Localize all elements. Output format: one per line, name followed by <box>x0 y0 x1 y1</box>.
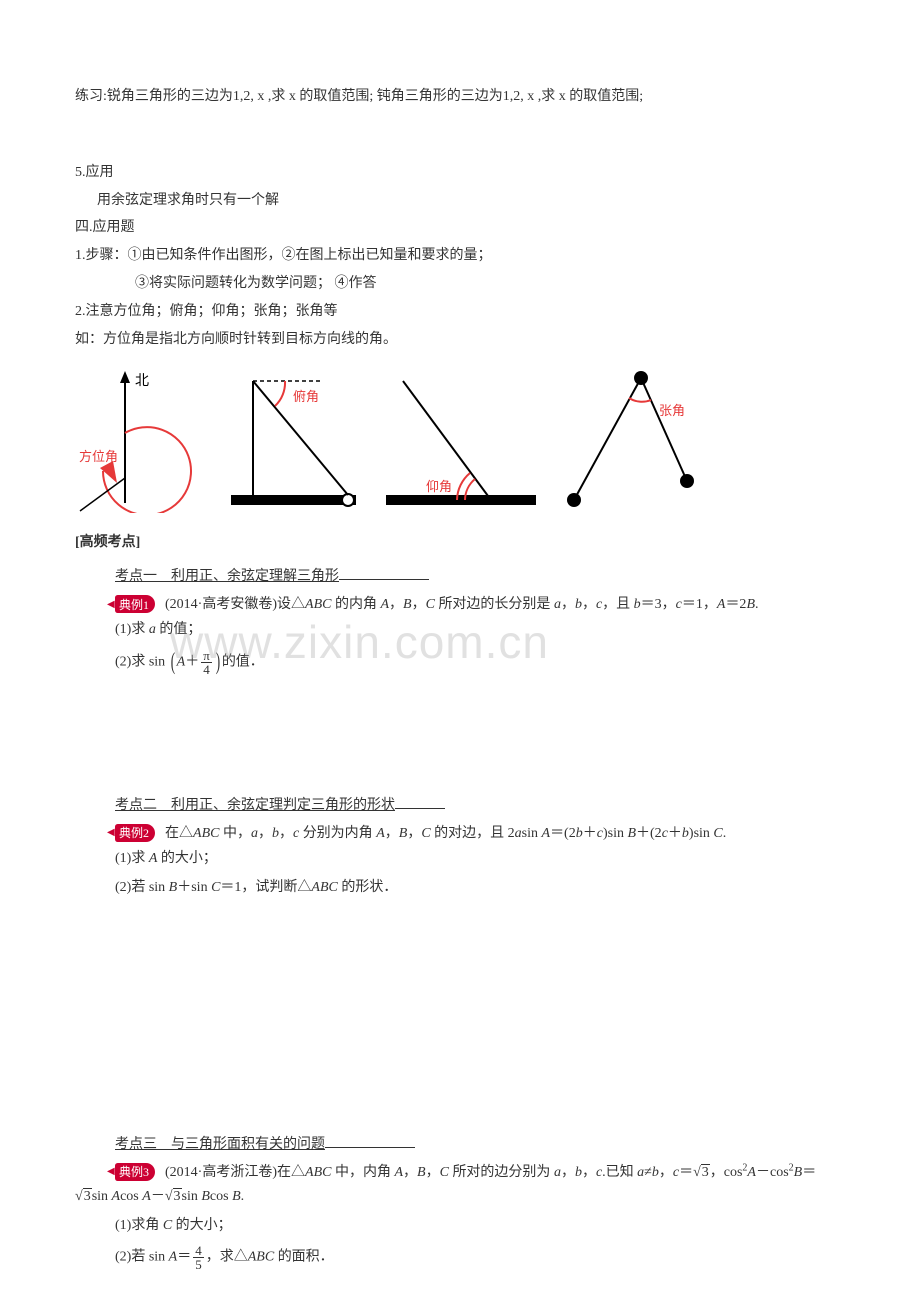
topic3-q2: (2)若 sin A＝45，求△ABC 的面积． <box>115 1244 845 1271</box>
topic2-title: 考点二 利用正、余弦定理判定三角形的形状 <box>115 794 845 814</box>
topic3-body: (2014·高考浙江卷)在△ABC 中，内角 A，B，C 所对的边分别为 a，b… <box>165 1161 845 1181</box>
fangwei-label: 方位角 <box>79 449 118 464</box>
topic1-title-text: 考点一 利用正、余弦定理解三角形 <box>115 569 339 584</box>
diagram-fujiao: 俯角 <box>213 363 363 513</box>
topic1-q1: (1)求 a 的值； <box>115 617 845 642</box>
fujiao-label: 俯角 <box>293 389 319 404</box>
section4-steps2: ③将实际问题转化为数学问题； ④作答 <box>135 272 845 296</box>
topic3-q1: (1)求角 C 的大小； <box>115 1213 845 1238</box>
topic3-example: 典例3 (2014·高考浙江卷)在△ABC 中，内角 A，B，C 所对的边分别为… <box>115 1161 845 1181</box>
example-badge-2: 典例2 <box>115 824 155 842</box>
topic2-title-text: 考点二 利用正、余弦定理判定三角形的形状 <box>115 798 395 813</box>
section5-num: 5.应用 <box>75 161 845 185</box>
section4-line2: 2.注意方位角；俯角；仰角；张角；张角等 <box>75 300 845 324</box>
practice-line: 练习:锐角三角形的三边为1,2, x ,求 x 的取值范围; 钝角三角形的三边为… <box>75 85 845 109</box>
high-freq-title: [高频考点] <box>75 531 845 551</box>
topic1-example: 典例1 (2014·高考安徽卷)设△ABC 的内角 A，B，C 所对边的长分别是… <box>115 593 845 613</box>
topic2-example: 典例2 在△ABC 中，a，b，c 分别为内角 A，B，C 的对边，且 2asi… <box>115 822 845 842</box>
section5-line1: 用余弦定理求角时只有一个解 <box>97 189 845 213</box>
diagram-fangweijiao: 北 方位角 <box>75 363 195 513</box>
topic1-q2: (2)求 sin (A＋π4)的值． <box>115 649 845 676</box>
topic3-line2: 3sin Acos A－3sin Bcos B. <box>75 1185 845 1209</box>
topic2-q2: (2)若 sin B＋sin C＝1，试判断△ABC 的形状． <box>115 875 845 900</box>
section4-steps: 1.步骤：①由已知条件作出图形，②在图上标出已知量和要求的量； <box>75 244 845 268</box>
zhangjiao-label: 张角 <box>659 403 685 418</box>
topic3-title: 考点三 与三角形面积有关的问题 <box>115 1133 845 1153</box>
diagram-row: 北 方位角 俯角 仰角 张角 <box>75 363 845 513</box>
example-badge-3: 典例3 <box>115 1163 155 1181</box>
section4-line3: 如：方位角是指北方向顺时针转到目标方向线的角。 <box>75 328 845 352</box>
yangjiao-label: 仰角 <box>426 479 452 494</box>
section4-title: 四.应用题 <box>75 216 845 240</box>
topic2-q1: (1)求 A 的大小； <box>115 846 845 871</box>
topic1-body: (2014·高考安徽卷)设△ABC 的内角 A，B，C 所对边的长分别是 a，b… <box>165 593 845 613</box>
north-label: 北 <box>135 373 149 389</box>
topic1-title: 考点一 利用正、余弦定理解三角形 <box>115 565 845 585</box>
topic3-title-text: 考点三 与三角形面积有关的问题 <box>115 1137 325 1152</box>
topic2-body: 在△ABC 中，a，b，c 分别为内角 A，B，C 的对边，且 2asin A＝… <box>165 822 845 842</box>
example-badge-1: 典例1 <box>115 595 155 613</box>
diagram-zhangjiao: 张角 <box>559 363 704 513</box>
diagram-yangjiao: 仰角 <box>381 363 541 513</box>
